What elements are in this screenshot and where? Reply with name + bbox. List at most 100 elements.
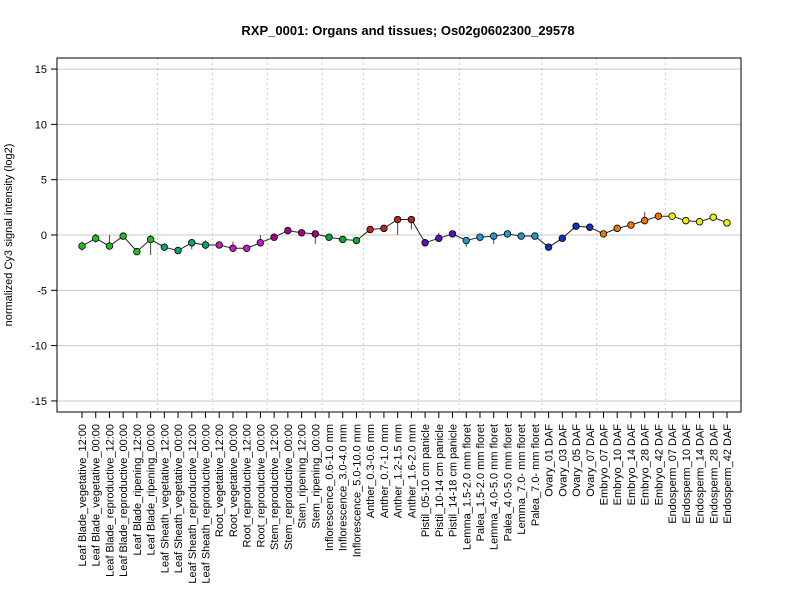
x-tick-label: Leaf Blade_ripening_00:00 bbox=[146, 424, 158, 556]
data-point bbox=[201, 241, 210, 249]
data-point bbox=[503, 230, 512, 238]
y-tick-label: 5 bbox=[41, 175, 47, 187]
y-tick-label: -15 bbox=[31, 396, 47, 408]
data-point bbox=[476, 233, 484, 241]
data-point bbox=[668, 212, 676, 220]
x-tick-label: Leaf Blade_ripening_12:00 bbox=[132, 424, 144, 556]
data-point bbox=[407, 215, 416, 224]
data-point bbox=[586, 223, 594, 231]
x-tick-label: Leaf Blade_vegetative_12:00 bbox=[77, 424, 89, 567]
x-tick-label: Anther_1.6-2.0 mm bbox=[406, 424, 418, 518]
x-tick-label: Lemma_1.5-2.0 mm floret bbox=[461, 424, 473, 550]
x-tick-label: Ovary_05 DAF bbox=[571, 424, 583, 497]
data-point bbox=[531, 232, 539, 240]
x-tick-label: Endosperm_07 DAF bbox=[667, 424, 679, 524]
data-point bbox=[627, 221, 635, 229]
data-point bbox=[544, 243, 553, 251]
x-tick-label: Palea_1.5-2.0 mm floret bbox=[475, 424, 487, 541]
x-tick-label: Palea_4.0-5.0 mm floret bbox=[502, 424, 514, 541]
x-tick-label: Leaf Blade_reproductive_00:00 bbox=[118, 424, 130, 577]
data-point bbox=[229, 244, 237, 252]
y-tick-label: -10 bbox=[31, 341, 47, 353]
data-point bbox=[146, 235, 155, 244]
data-point bbox=[297, 229, 306, 237]
y-tick-label: 15 bbox=[35, 64, 47, 76]
data-point bbox=[325, 233, 333, 241]
x-tick-label: Leaf Sheath_reproductive_00:00 bbox=[201, 424, 213, 584]
data-point bbox=[311, 230, 319, 238]
data-point bbox=[188, 239, 196, 247]
x-tick-label: Endosperm_28 DAF bbox=[708, 424, 720, 524]
chart-title: RXP_0001: Organs and tissues; Os02g06023… bbox=[241, 23, 574, 38]
x-tick-label: Leaf Sheath_vegetative_12:00 bbox=[159, 424, 171, 573]
x-tick-label: Anther_1.2-1.5 mm bbox=[393, 424, 405, 518]
data-point bbox=[160, 243, 169, 251]
x-tick-label: Embryo_07 DAF bbox=[598, 424, 610, 506]
data-point bbox=[640, 216, 649, 225]
x-tick-label: Endosperm_14 DAF bbox=[695, 424, 707, 524]
x-tick-label: Embryo_14 DAF bbox=[626, 424, 638, 506]
data-point bbox=[654, 212, 663, 220]
x-tick-label: Leaf Blade_reproductive_12:00 bbox=[104, 424, 116, 577]
data-point bbox=[558, 234, 567, 243]
x-tick-label: Inflorescence_5.0-10.0 mm bbox=[351, 424, 363, 557]
data-point bbox=[352, 236, 361, 245]
x-tick-label: Stem_reproductive_12:00 bbox=[269, 424, 281, 550]
data-point bbox=[284, 226, 292, 235]
grid bbox=[57, 68, 741, 402]
data-point bbox=[599, 230, 608, 238]
data-point bbox=[448, 230, 457, 238]
x-tick-label: Ovary_07 DAF bbox=[585, 424, 597, 497]
y-axis-label: normalized Cy3 signal intensity (log2) bbox=[3, 144, 15, 327]
data-point bbox=[490, 232, 498, 240]
y-axis: -15 -10 -5 0 5 10 15 bbox=[31, 64, 57, 408]
x-tick-label: Stem_ripening_00:00 bbox=[310, 424, 322, 529]
data-point bbox=[215, 241, 223, 249]
x-tick-label: Root_reproductive_12:00 bbox=[242, 424, 254, 548]
data-point bbox=[435, 234, 443, 243]
data-point bbox=[695, 218, 704, 226]
data-point bbox=[256, 239, 265, 247]
data-point bbox=[380, 224, 388, 233]
y-tick-label: 10 bbox=[35, 119, 47, 131]
data-point bbox=[366, 225, 374, 234]
x-tick-label: Pistil_14-18 cm panicle bbox=[448, 424, 460, 537]
x-tick-label: Lemma_4.0-5.0 mm floret bbox=[489, 424, 501, 550]
data-point bbox=[613, 224, 621, 233]
x-tick-label: Embryo_10 DAF bbox=[612, 424, 624, 506]
x-tick-label: Embryo_28 DAF bbox=[640, 424, 652, 506]
data-point bbox=[339, 235, 347, 244]
data-point bbox=[92, 234, 100, 243]
x-tick-label: Stem_reproductive_00:00 bbox=[283, 424, 295, 550]
x-tick-label: Root_vegetative_00:00 bbox=[228, 424, 240, 537]
x-tick-label: Inflorescence_3.0-4.0 mm bbox=[338, 424, 350, 551]
data-point bbox=[393, 215, 402, 224]
data-point bbox=[119, 232, 127, 240]
x-tick-label: Anther_0.7-1.0 mm bbox=[379, 424, 391, 518]
data-point bbox=[133, 247, 141, 256]
data-point bbox=[242, 244, 251, 252]
data-point bbox=[174, 246, 182, 255]
data-point bbox=[517, 232, 525, 240]
x-tick-label: Root_reproductive_00:00 bbox=[255, 424, 267, 548]
x-tick-label: Ovary_03 DAF bbox=[557, 424, 569, 497]
x-tick-label: Anther_0.3-0.6 mm bbox=[365, 424, 377, 518]
data-point bbox=[78, 242, 86, 250]
data-point bbox=[709, 213, 717, 221]
x-tick-label: Leaf Sheath_vegetative_00:00 bbox=[173, 424, 185, 573]
x-axis: Leaf Blade_vegetative_12:00 Leaf Blade_ve… bbox=[77, 412, 734, 584]
data-point bbox=[105, 242, 114, 250]
x-tick-label: Pistil_10-14 cm panicle bbox=[434, 424, 446, 537]
x-tick-label: Inflorescence_0.6-1.0 mm bbox=[324, 424, 336, 551]
x-tick-label: Endosperm_10 DAF bbox=[681, 424, 693, 524]
data-point bbox=[462, 236, 470, 245]
data-point bbox=[723, 219, 731, 227]
data-point bbox=[682, 216, 690, 225]
x-tick-label: Leaf Blade_vegetative_00:00 bbox=[91, 424, 103, 567]
x-tick-label: Endosperm_42 DAF bbox=[722, 424, 734, 524]
x-tick-label: Lemma_7.0- mm floret bbox=[516, 424, 528, 535]
data-point bbox=[421, 239, 429, 247]
x-tick-label: Embryo_42 DAF bbox=[653, 424, 665, 506]
data-point bbox=[572, 222, 580, 230]
x-tick-label: Ovary_01 DAF bbox=[544, 424, 556, 497]
